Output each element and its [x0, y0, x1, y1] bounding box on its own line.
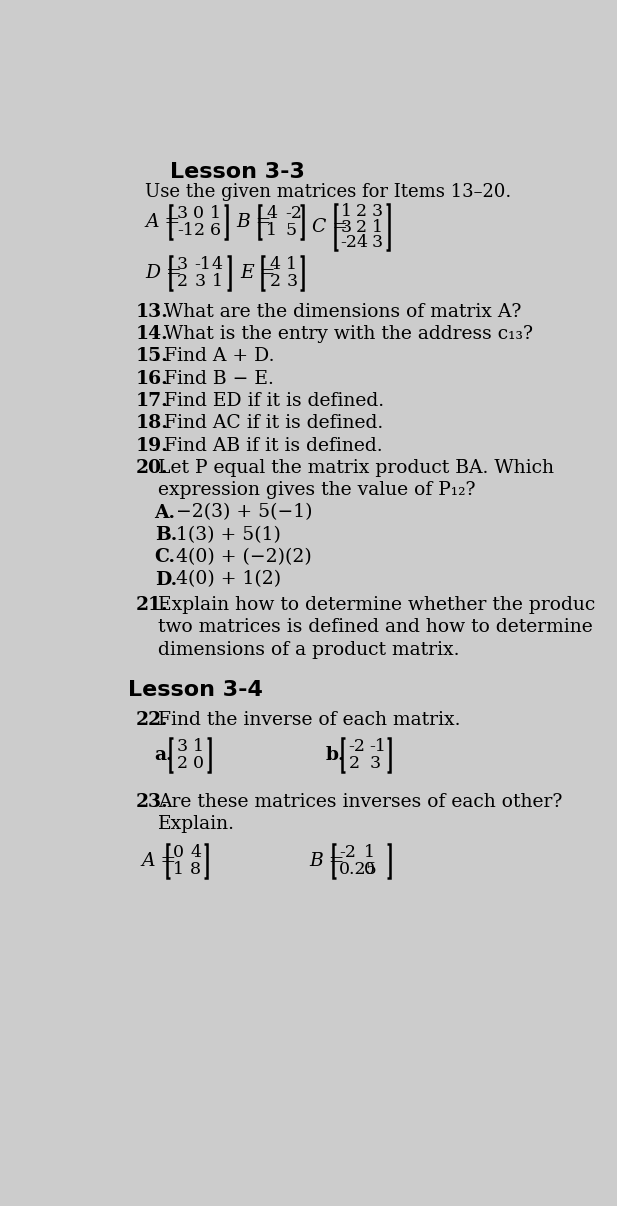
Text: 0: 0	[364, 861, 375, 878]
Text: Are these matrices inverses of each other?: Are these matrices inverses of each othe…	[158, 794, 562, 812]
Text: B.: B.	[155, 526, 177, 544]
Text: 4: 4	[270, 257, 280, 274]
Text: -2: -2	[341, 234, 358, 251]
Text: Find AB if it is defined.: Find AB if it is defined.	[158, 437, 383, 455]
Text: 3: 3	[286, 274, 297, 291]
Text: 4: 4	[190, 844, 201, 861]
Text: 6: 6	[210, 222, 221, 239]
Text: -2: -2	[339, 844, 356, 861]
Text: 0.25: 0.25	[339, 861, 378, 878]
Text: 1(3) + 5(1): 1(3) + 5(1)	[170, 526, 281, 544]
Text: -2: -2	[349, 738, 365, 755]
Text: 23.: 23.	[136, 794, 168, 812]
Text: 4: 4	[212, 257, 223, 274]
Text: What is the entry with the address c₁₃?: What is the entry with the address c₁₃?	[158, 324, 532, 343]
Text: 0: 0	[173, 844, 184, 861]
Text: 1: 1	[371, 218, 383, 235]
Text: 1: 1	[173, 861, 184, 878]
Text: Explain.: Explain.	[158, 815, 234, 833]
Text: 3: 3	[194, 274, 205, 291]
Text: 22.: 22.	[136, 710, 168, 728]
Text: 1: 1	[193, 738, 204, 755]
Text: 8: 8	[190, 861, 201, 878]
Text: 1: 1	[341, 203, 352, 221]
Text: 3: 3	[177, 205, 188, 222]
Text: 17.: 17.	[136, 392, 168, 410]
Text: 2: 2	[176, 274, 188, 291]
Text: 1: 1	[286, 257, 297, 274]
Text: Lesson 3-3: Lesson 3-3	[170, 162, 305, 182]
Text: Find AC if it is defined.: Find AC if it is defined.	[158, 414, 383, 432]
Text: Find the inverse of each matrix.: Find the inverse of each matrix.	[158, 710, 460, 728]
Text: two matrices is defined and how to determine: two matrices is defined and how to deter…	[158, 619, 592, 637]
Text: A =: A =	[146, 212, 181, 230]
Text: C =: C =	[312, 218, 348, 236]
Text: −2(3) + 5(−1): −2(3) + 5(−1)	[170, 504, 313, 521]
Text: 19.: 19.	[136, 437, 168, 455]
Text: Find ED if it is defined.: Find ED if it is defined.	[158, 392, 384, 410]
Text: 2: 2	[193, 222, 204, 239]
Text: -1: -1	[370, 738, 386, 755]
Text: 13.: 13.	[136, 303, 169, 321]
Text: 2: 2	[356, 203, 367, 221]
Text: D.: D.	[155, 570, 176, 589]
Text: 0: 0	[193, 205, 204, 222]
Text: 3: 3	[341, 218, 352, 235]
Text: D =: D =	[146, 264, 182, 282]
Text: 18.: 18.	[136, 414, 169, 432]
Text: 3: 3	[176, 738, 188, 755]
Text: What are the dimensions of matrix A?: What are the dimensions of matrix A?	[158, 303, 521, 321]
Text: 4: 4	[356, 234, 367, 251]
Text: 2: 2	[270, 274, 281, 291]
Text: 15.: 15.	[136, 347, 168, 365]
Text: 0: 0	[193, 755, 204, 772]
Text: A =: A =	[141, 853, 176, 871]
Text: 5: 5	[286, 222, 297, 239]
Text: 2: 2	[176, 755, 188, 772]
Text: A.: A.	[155, 504, 176, 521]
Text: 4(0) + (−2)(2): 4(0) + (−2)(2)	[170, 549, 312, 566]
Text: Explain how to determine whether the produc: Explain how to determine whether the pro…	[158, 596, 595, 614]
Text: 1: 1	[364, 844, 375, 861]
Text: B =: B =	[310, 853, 345, 871]
Text: 21.: 21.	[136, 596, 168, 614]
Text: dimensions of a product matrix.: dimensions of a product matrix.	[158, 640, 459, 658]
Text: -1: -1	[177, 222, 194, 239]
Text: Find A + D.: Find A + D.	[158, 347, 274, 365]
Text: Find B − E.: Find B − E.	[158, 369, 273, 387]
Text: E =: E =	[241, 264, 276, 282]
Text: 1: 1	[266, 222, 277, 239]
Text: expression gives the value of P₁₂?: expression gives the value of P₁₂?	[158, 481, 475, 499]
Text: 1: 1	[212, 274, 223, 291]
Text: 20.: 20.	[136, 458, 168, 476]
Text: 3: 3	[370, 755, 381, 772]
Text: 4(0) + 1(2): 4(0) + 1(2)	[170, 570, 281, 589]
Text: b.: b.	[325, 747, 345, 765]
Text: C.: C.	[155, 549, 176, 566]
Text: 14.: 14.	[136, 324, 168, 343]
Text: 2: 2	[356, 218, 367, 235]
Text: 2: 2	[349, 755, 360, 772]
Text: -2: -2	[286, 205, 302, 222]
Text: Use the given matrices for Items 13–20.: Use the given matrices for Items 13–20.	[146, 183, 511, 201]
Text: 4: 4	[266, 205, 277, 222]
Text: 3: 3	[371, 234, 383, 251]
Text: 1: 1	[210, 205, 221, 222]
Text: a.: a.	[155, 747, 173, 765]
Text: 3: 3	[371, 203, 383, 221]
Text: Lesson 3-4: Lesson 3-4	[128, 680, 262, 699]
Text: 3: 3	[176, 257, 188, 274]
Text: -1: -1	[194, 257, 211, 274]
Text: 16.: 16.	[136, 369, 168, 387]
Text: Let P equal the matrix product BA. Which: Let P equal the matrix product BA. Which	[158, 458, 553, 476]
Text: B =: B =	[236, 212, 271, 230]
